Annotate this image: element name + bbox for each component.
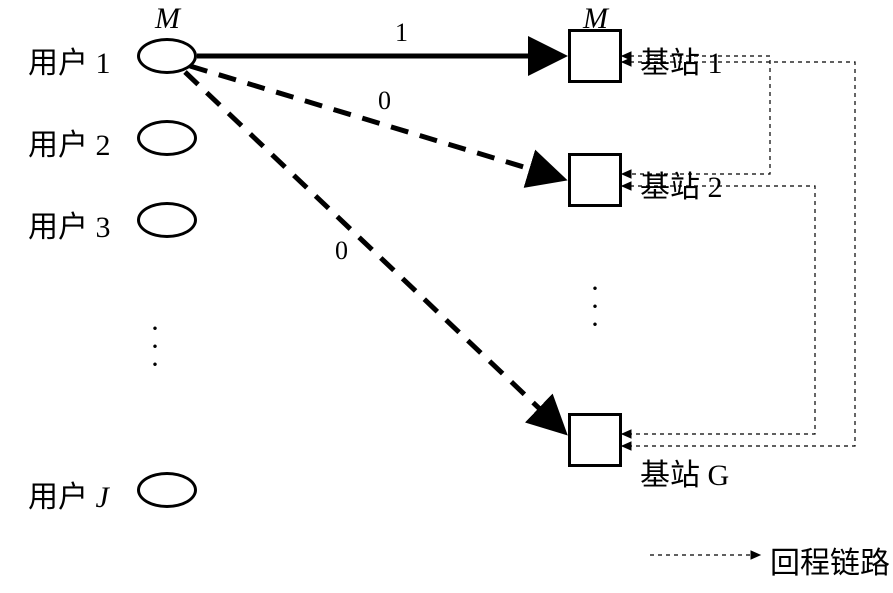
user-node-3 — [137, 202, 197, 238]
station-vdots: ··· — [590, 280, 600, 334]
edges-layer — [0, 0, 893, 593]
user-label-1: 用户 1 — [28, 38, 111, 82]
user-node-J — [137, 472, 197, 508]
user-label-3: 用户 3 — [28, 202, 111, 246]
legend-backhaul-label: 回程链路 — [770, 538, 890, 582]
user-vdots: ··· — [150, 320, 160, 374]
user-label-2: 用户 2 — [28, 120, 111, 164]
station-label-1: 基站 1 — [640, 38, 723, 82]
edge-label-0a: 0 — [378, 86, 391, 116]
backhaul-bs1-bsG — [622, 62, 855, 446]
station-node-2 — [568, 153, 622, 207]
antenna-label-user1: M — [155, 2, 180, 36]
diagram-root: M M 用户 1 用户 2 用户 3 用户 J ··· 基站 1 基站 2 基站… — [0, 0, 893, 593]
station-node-G — [568, 413, 622, 467]
edge-user1-bs2 — [190, 66, 560, 178]
station-label-2: 基站 2 — [640, 162, 723, 206]
edge-user1-bsG — [185, 72, 562, 430]
station-label-G: 基站 G — [640, 450, 729, 494]
edge-label-1: 1 — [395, 18, 408, 48]
user-node-2 — [137, 120, 197, 156]
user-node-1 — [137, 38, 197, 74]
user-label-J: 用户 J — [28, 472, 109, 516]
edge-label-0b: 0 — [335, 236, 348, 266]
station-node-1 — [568, 29, 622, 83]
backhaul-bs2-bsG — [622, 186, 815, 434]
